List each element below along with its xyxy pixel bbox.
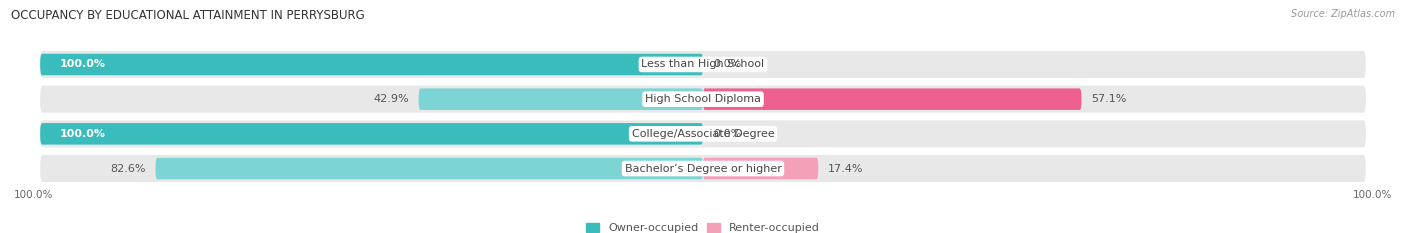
FancyBboxPatch shape bbox=[156, 158, 703, 179]
Text: Bachelor’s Degree or higher: Bachelor’s Degree or higher bbox=[624, 164, 782, 174]
FancyBboxPatch shape bbox=[41, 155, 1365, 182]
Text: 42.9%: 42.9% bbox=[373, 94, 409, 104]
Text: Source: ZipAtlas.com: Source: ZipAtlas.com bbox=[1291, 9, 1395, 19]
Legend: Owner-occupied, Renter-occupied: Owner-occupied, Renter-occupied bbox=[586, 223, 820, 233]
Text: 0.0%: 0.0% bbox=[713, 129, 741, 139]
Text: High School Diploma: High School Diploma bbox=[645, 94, 761, 104]
Text: 100.0%: 100.0% bbox=[60, 129, 105, 139]
FancyBboxPatch shape bbox=[703, 158, 818, 179]
FancyBboxPatch shape bbox=[703, 88, 1081, 110]
Text: 0.0%: 0.0% bbox=[713, 59, 741, 69]
FancyBboxPatch shape bbox=[41, 86, 1365, 113]
Text: College/Associate Degree: College/Associate Degree bbox=[631, 129, 775, 139]
FancyBboxPatch shape bbox=[41, 120, 1365, 147]
FancyBboxPatch shape bbox=[41, 54, 703, 75]
FancyBboxPatch shape bbox=[419, 88, 703, 110]
Text: 100.0%: 100.0% bbox=[60, 59, 105, 69]
FancyBboxPatch shape bbox=[41, 123, 703, 145]
Text: 82.6%: 82.6% bbox=[110, 164, 146, 174]
Text: Less than High School: Less than High School bbox=[641, 59, 765, 69]
Text: 17.4%: 17.4% bbox=[828, 164, 863, 174]
Text: 100.0%: 100.0% bbox=[14, 190, 53, 200]
Text: 57.1%: 57.1% bbox=[1091, 94, 1126, 104]
FancyBboxPatch shape bbox=[41, 51, 1365, 78]
Text: 100.0%: 100.0% bbox=[1353, 190, 1392, 200]
Text: OCCUPANCY BY EDUCATIONAL ATTAINMENT IN PERRYSBURG: OCCUPANCY BY EDUCATIONAL ATTAINMENT IN P… bbox=[11, 9, 366, 22]
